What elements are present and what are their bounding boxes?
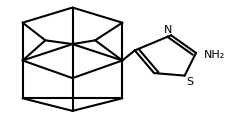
Text: N: N (163, 25, 171, 35)
Text: S: S (185, 77, 193, 87)
Text: NH₂: NH₂ (203, 50, 224, 60)
